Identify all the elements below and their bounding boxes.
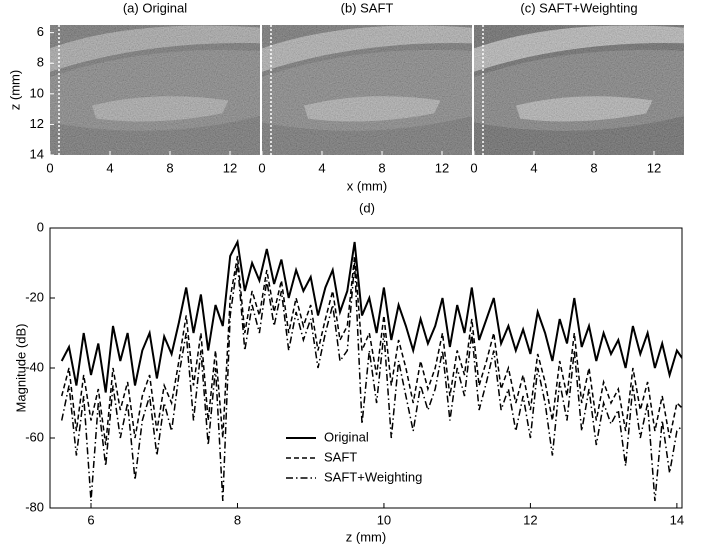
y-tick-label: -40 (25, 359, 44, 374)
x-tick-label: 12 (647, 160, 661, 175)
x-tick-label: 8 (590, 160, 597, 175)
speckle (474, 25, 684, 155)
chart-title: (d) (359, 200, 375, 215)
panel-title: (b) SAFT (341, 0, 394, 15)
series-line (60, 255, 682, 446)
x-tick-label: 4 (318, 160, 325, 175)
panel-title: (c) SAFT+Weighting (520, 0, 637, 15)
y-axis-label: Magnitude (dB) (13, 324, 28, 413)
x-tick-label: 8 (166, 160, 173, 175)
speckle (262, 25, 472, 155)
x-tick-label: 4 (530, 160, 537, 175)
x-tick-label: 4 (106, 160, 113, 175)
x-tick-label: 12 (223, 160, 237, 175)
x-tick-label: 8 (378, 160, 385, 175)
lines (60, 238, 682, 502)
legend-label: SAFT+Weighting (324, 469, 422, 484)
y-tick-label: 14 (30, 146, 44, 161)
x-tick-label: 12 (435, 160, 449, 175)
y-tick-label: 0 (37, 219, 44, 234)
x-axis-label: x (mm) (347, 178, 387, 193)
panel-title: (a) Original (123, 0, 187, 15)
legend-label: Original (324, 429, 369, 444)
y-axis-label: z (mm) (7, 70, 22, 110)
x-tick-label: 0 (46, 160, 53, 175)
y-tick-label: 12 (30, 116, 44, 131)
x-tick-label: 14 (670, 512, 684, 527)
x-tick-label: 12 (523, 512, 537, 527)
y-tick-label: -80 (25, 499, 44, 514)
x-tick-label: 0 (258, 160, 265, 175)
x-tick-label: 6 (87, 512, 94, 527)
y-tick-label: 10 (30, 85, 44, 100)
x-tick-label: 8 (234, 512, 241, 527)
plot-area (49, 227, 683, 509)
x-tick-label: 0 (470, 160, 477, 175)
series-line (60, 238, 682, 393)
y-tick-label: -20 (25, 289, 44, 304)
x-tick-label: 10 (377, 512, 391, 527)
legend-label: SAFT (324, 449, 357, 464)
y-tick-label: -60 (25, 429, 44, 444)
speckle (50, 25, 260, 155)
y-tick-label: 6 (37, 24, 44, 39)
x-axis-label: z (mm) (346, 529, 386, 544)
y-tick-label: 8 (37, 55, 44, 70)
